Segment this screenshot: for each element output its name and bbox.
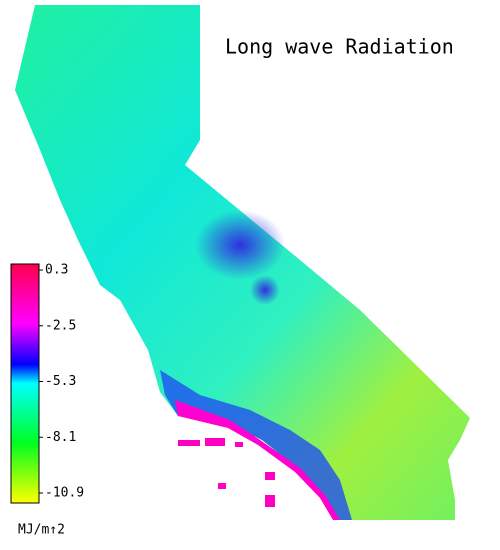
- colorbar-unit: MJ/m↑2: [18, 523, 65, 538]
- colorbar-scale: [10, 263, 40, 504]
- colorbar-tick-label: -10.9: [45, 486, 84, 501]
- colorbar-tick-label: -5.3: [45, 374, 76, 389]
- colorbar-tick-label: -2.5: [45, 318, 76, 333]
- colorbar: 0.3 -2.5 -5.3 -8.1 -10.9 MJ/m↑2: [10, 263, 84, 538]
- colorbar-tick-label: -8.1: [45, 430, 76, 445]
- colorbar-tick-label: 0.3: [45, 263, 68, 278]
- map-title: Long wave Radiation: [225, 35, 454, 59]
- california-map: [15, 5, 470, 520]
